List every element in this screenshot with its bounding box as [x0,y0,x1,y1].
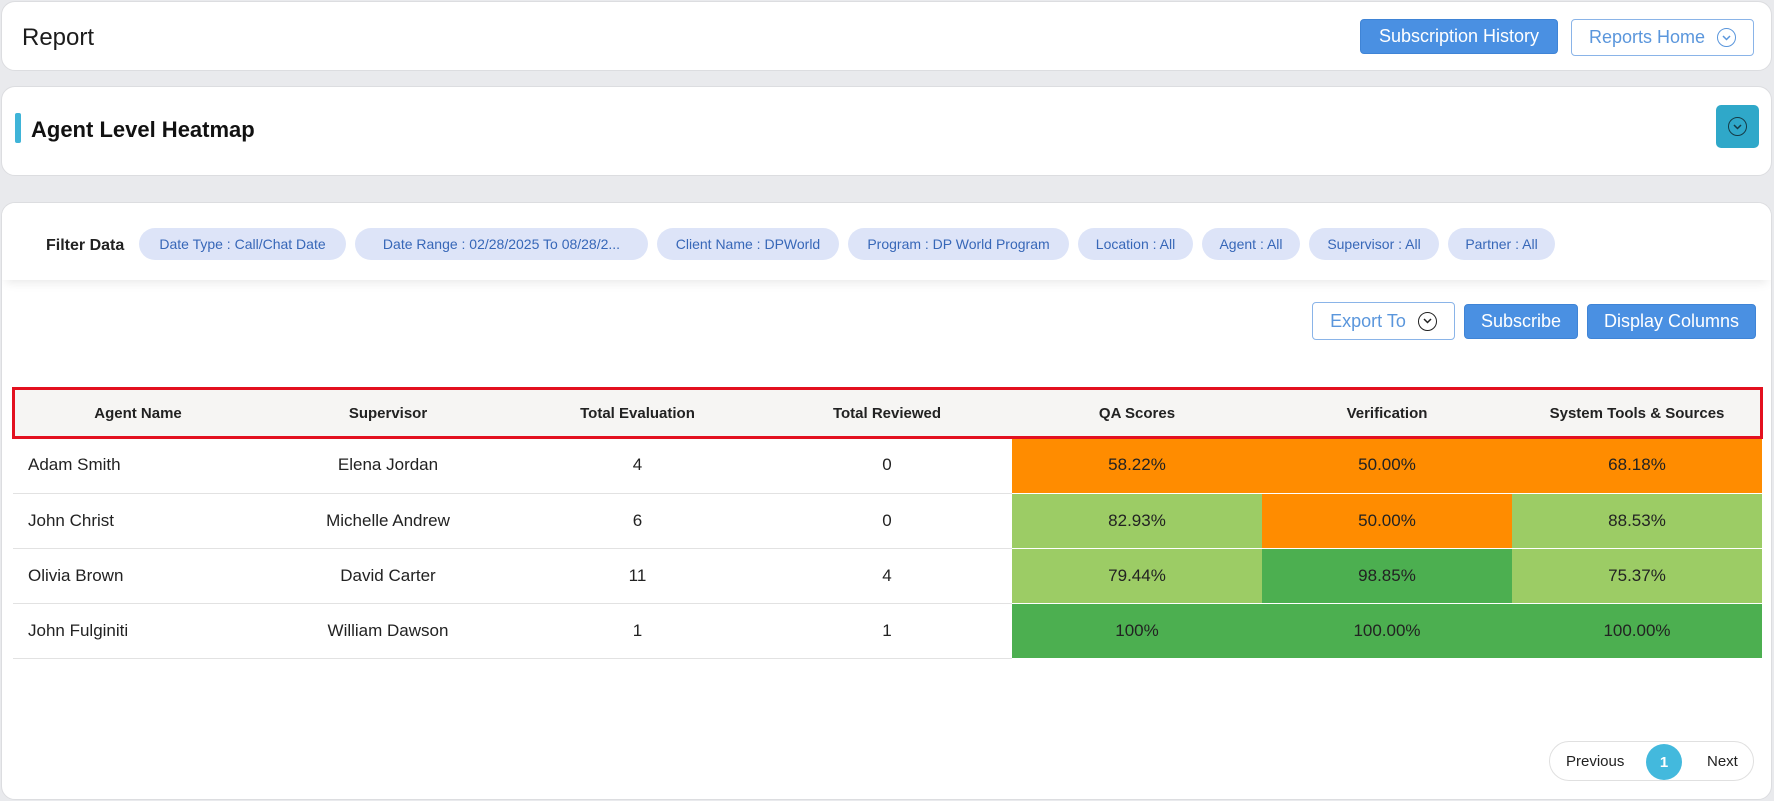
subscription-history-button[interactable]: Subscription History [1360,19,1558,54]
export-to-label: Export To [1330,310,1406,331]
filter-chip-agent[interactable]: Agent : All [1202,228,1300,260]
agent-name-cell: Olivia Brown [13,548,263,604]
heatmap-title-card: Agent Level Heatmap [1,86,1772,176]
supervisor-cell: David Carter [263,548,513,604]
section-title: Agent Level Heatmap [31,117,255,142]
column-header-qa-scores[interactable]: QA Scores [1012,388,1262,438]
export-to-button[interactable]: Export To [1312,302,1455,340]
filter-chip-client-name[interactable]: Client Name : DPWorld [657,228,839,260]
system-tools-cell: 100.00% [1512,603,1762,659]
filter-data-label: Filter Data [46,237,125,254]
table-row: Adam Smith Elena Jordan 4 0 58.22% 50.00… [13,438,1762,494]
agent-name-cell: John Christ [13,493,263,549]
total-reviewed-cell: 4 [762,548,1012,604]
total-reviewed-cell: 1 [762,603,1012,659]
collapse-toggle-button[interactable] [1716,105,1759,148]
subscribe-button[interactable]: Subscribe [1464,304,1578,339]
filter-chip-supervisor[interactable]: Supervisor : All [1309,228,1439,260]
system-tools-cell: 75.37% [1512,548,1762,604]
agent-name-cell: Adam Smith [13,438,263,494]
chevron-down-icon [1717,28,1737,47]
supervisor-cell: Elena Jordan [263,438,513,494]
total-reviewed-cell: 0 [762,438,1012,494]
report-content-card: Filter Data Date Type : Call/Chat Date D… [1,202,1772,800]
filter-chip-location[interactable]: Location : All [1078,228,1193,260]
verification-cell: 100.00% [1262,603,1512,659]
report-header-bar: Report Subscription History Reports Home [1,1,1772,71]
heatmap-table-container: Agent Name Supervisor Total Evaluation T… [12,387,1763,659]
system-tools-cell: 68.18% [1512,438,1762,494]
reports-home-button[interactable]: Reports Home [1571,19,1754,56]
pagination: Previous 1 Next [1549,741,1754,781]
column-header-supervisor[interactable]: Supervisor [263,388,513,438]
total-evaluation-cell: 4 [513,438,762,494]
chevron-down-icon [1728,117,1747,136]
filter-chip-partner[interactable]: Partner : All [1448,228,1555,260]
title-accent-bar [15,113,21,143]
system-tools-cell: 88.53% [1512,493,1762,549]
column-header-agent-name[interactable]: Agent Name [13,388,263,438]
table-row: John Fulginiti William Dawson 1 1 100% 1… [13,603,1762,659]
agent-name-cell: John Fulginiti [13,603,263,659]
column-header-total-evaluation[interactable]: Total Evaluation [513,388,762,438]
total-evaluation-cell: 11 [513,548,762,604]
total-reviewed-cell: 0 [762,493,1012,549]
table-row: John Christ Michelle Andrew 6 0 82.93% 5… [13,493,1762,549]
next-page-button[interactable]: Next [1707,753,1738,770]
supervisor-cell: Michelle Andrew [263,493,513,549]
verification-cell: 50.00% [1262,493,1512,549]
chevron-down-icon [1417,311,1437,331]
column-header-verification[interactable]: Verification [1262,388,1512,438]
filter-chip-date-type[interactable]: Date Type : Call/Chat Date [139,228,346,260]
qa-score-cell: 82.93% [1012,493,1262,549]
heatmap-table: Agent Name Supervisor Total Evaluation T… [12,387,1763,659]
qa-score-cell: 58.22% [1012,438,1262,494]
table-header-row: Agent Name Supervisor Total Evaluation T… [12,387,1763,439]
qa-score-cell: 100% [1012,603,1262,659]
page-title: Report [22,24,95,51]
filter-chip-date-range[interactable]: Date Range : 02/28/2025 To 08/28/2... [355,228,648,260]
total-evaluation-cell: 1 [513,603,762,659]
supervisor-cell: William Dawson [263,603,513,659]
verification-cell: 50.00% [1262,438,1512,494]
filter-chip-program[interactable]: Program : DP World Program [848,228,1069,260]
column-header-system-tools[interactable]: System Tools & Sources [1512,388,1762,438]
verification-cell: 98.85% [1262,548,1512,604]
display-columns-button[interactable]: Display Columns [1587,304,1756,339]
reports-home-label: Reports Home [1588,27,1706,47]
filter-bar: Filter Data Date Type : Call/Chat Date D… [2,203,1771,280]
total-evaluation-cell: 6 [513,493,762,549]
qa-score-cell: 79.44% [1012,548,1262,604]
column-header-total-reviewed[interactable]: Total Reviewed [762,388,1012,438]
table-row: Olivia Brown David Carter 11 4 79.44% 98… [13,548,1762,604]
page-number-button[interactable]: 1 [1646,744,1682,780]
previous-page-button[interactable]: Previous [1566,753,1625,770]
